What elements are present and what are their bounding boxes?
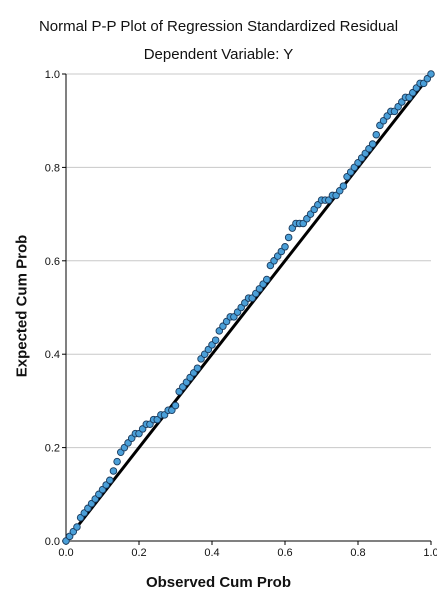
y-tick-label: 0.2: [45, 443, 60, 455]
data-point: [109, 467, 118, 475]
data-point: [284, 233, 293, 242]
data-point: [106, 476, 114, 485]
x-tick-label: 0.2: [131, 547, 146, 559]
chart-title: Normal P-P Plot of Regression Standardiz…: [38, 18, 399, 35]
x-tick-label: 0.6: [277, 547, 292, 559]
x-tick-label: 0.4: [204, 547, 219, 559]
y-tick-label: 1.0: [45, 69, 60, 81]
data-point: [368, 140, 377, 148]
y-tick-label: 0.8: [45, 162, 60, 174]
data-point: [73, 523, 81, 531]
data-point: [193, 364, 202, 372]
x-tick-label: 0.0: [58, 547, 73, 559]
data-point: [281, 243, 289, 251]
y-tick-label: 0.0: [45, 536, 60, 548]
data-point: [427, 70, 435, 78]
chart-subtitle: Dependent Variable: Y: [143, 46, 294, 63]
data-point: [171, 401, 180, 410]
x-tick-label: 1.0: [423, 547, 437, 559]
y-tick-label: 0.6: [45, 256, 60, 268]
data-point: [211, 336, 220, 344]
data-point: [263, 275, 271, 284]
data-point: [113, 457, 121, 466]
y-tick-label: 0.4: [45, 349, 60, 361]
x-axis-label: Observed Cum Prob: [145, 574, 292, 591]
x-tick-label: 0.8: [350, 547, 365, 559]
data-point: [372, 130, 381, 139]
data-point: [339, 182, 348, 190]
